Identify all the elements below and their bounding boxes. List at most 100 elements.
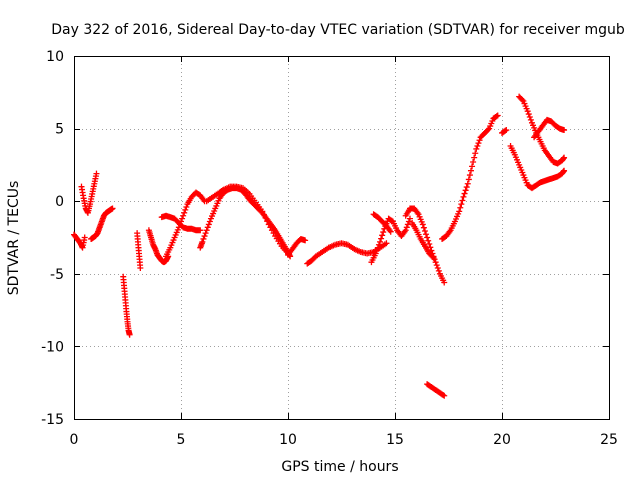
data-point — [485, 126, 492, 133]
x-axis-label: GPS time / hours — [281, 459, 398, 475]
data-points — [71, 93, 568, 399]
series-arc-c — [88, 205, 116, 242]
data-point — [420, 224, 427, 231]
data-point — [524, 108, 531, 115]
data-point — [426, 241, 433, 248]
data-point — [180, 212, 187, 219]
series-arc-q — [424, 381, 448, 399]
series-arc-d — [120, 273, 133, 338]
data-point — [470, 158, 477, 165]
y-axis-label: SDTVAR / TECUs — [6, 181, 22, 296]
data-point — [424, 234, 431, 241]
series-arc-t — [507, 143, 568, 192]
data-point — [441, 279, 448, 286]
data-point — [527, 116, 534, 123]
data-point — [425, 237, 432, 244]
y-tick-label: -5 — [50, 267, 64, 283]
data-point — [494, 112, 501, 119]
data-point — [519, 96, 526, 103]
x-tick-label: 20 — [493, 432, 511, 448]
data-point — [403, 224, 410, 231]
series-arc-m — [368, 215, 413, 266]
data-point — [259, 208, 266, 215]
data-point — [202, 230, 209, 237]
series-arc-g — [158, 212, 204, 234]
data-point — [433, 262, 440, 269]
data-point — [178, 218, 184, 225]
data-point — [378, 235, 385, 242]
data-point — [302, 237, 309, 244]
data-point — [383, 240, 390, 247]
data-point — [260, 211, 267, 218]
axis-ticks: 0 5 10 15 20 25 -15 -10 -5 0 5 10 — [41, 49, 618, 448]
data-point — [462, 187, 469, 194]
data-point — [182, 206, 189, 213]
data-point — [264, 218, 271, 225]
data-point — [434, 264, 441, 271]
data-point — [93, 170, 100, 177]
data-point — [372, 250, 379, 257]
data-point — [206, 218, 213, 225]
data-point — [374, 244, 381, 251]
data-point — [423, 231, 430, 238]
data-point — [373, 247, 380, 254]
data-point — [81, 234, 88, 241]
data-point — [427, 244, 434, 251]
data-point — [475, 140, 482, 147]
data-point — [441, 392, 448, 399]
data-point — [461, 190, 468, 197]
series-arc-a — [71, 231, 88, 251]
data-point — [109, 205, 116, 212]
data-point — [405, 218, 412, 225]
y-tick-label: -15 — [41, 412, 64, 428]
series-arc-k — [285, 235, 309, 258]
series-arc-v — [531, 116, 568, 141]
data-point — [561, 167, 568, 174]
data-point — [502, 127, 509, 134]
data-point — [387, 228, 394, 235]
data-point — [377, 238, 384, 245]
data-point — [476, 137, 483, 144]
data-point — [402, 227, 409, 234]
data-point — [126, 331, 133, 338]
data-point — [421, 227, 428, 234]
data-point — [467, 167, 474, 174]
data-point — [262, 214, 269, 221]
grid — [74, 56, 609, 419]
data-point — [375, 241, 382, 248]
data-point — [429, 253, 436, 260]
data-point — [474, 143, 481, 150]
data-point — [181, 209, 188, 216]
data-point — [201, 233, 208, 240]
series-arc-b — [78, 170, 100, 216]
data-point — [561, 127, 568, 134]
data-point — [459, 197, 466, 204]
series-arc-s — [499, 127, 510, 136]
x-tick-label: 10 — [279, 432, 297, 448]
data-point — [137, 264, 144, 271]
data-point — [419, 221, 426, 228]
data-point — [473, 145, 480, 152]
data-point — [404, 221, 411, 228]
data-point — [183, 204, 190, 211]
data-point — [460, 193, 467, 200]
chart-title: Day 322 of 2016, Sidereal Day-to-day VTE… — [51, 22, 625, 38]
data-point — [175, 224, 182, 231]
data-point — [200, 235, 207, 242]
x-tick-label: 15 — [386, 432, 404, 448]
series-arc-n — [370, 211, 394, 235]
data-point — [380, 229, 387, 236]
data-point — [463, 184, 470, 191]
data-point — [493, 113, 500, 120]
data-point — [440, 392, 447, 399]
data-point — [458, 201, 465, 208]
series-arc-l — [304, 240, 390, 267]
data-point — [203, 227, 210, 234]
data-point — [464, 180, 471, 187]
data-point — [561, 154, 568, 161]
series-arc-e — [134, 230, 144, 271]
data-point — [472, 150, 479, 157]
data-point — [197, 227, 204, 234]
